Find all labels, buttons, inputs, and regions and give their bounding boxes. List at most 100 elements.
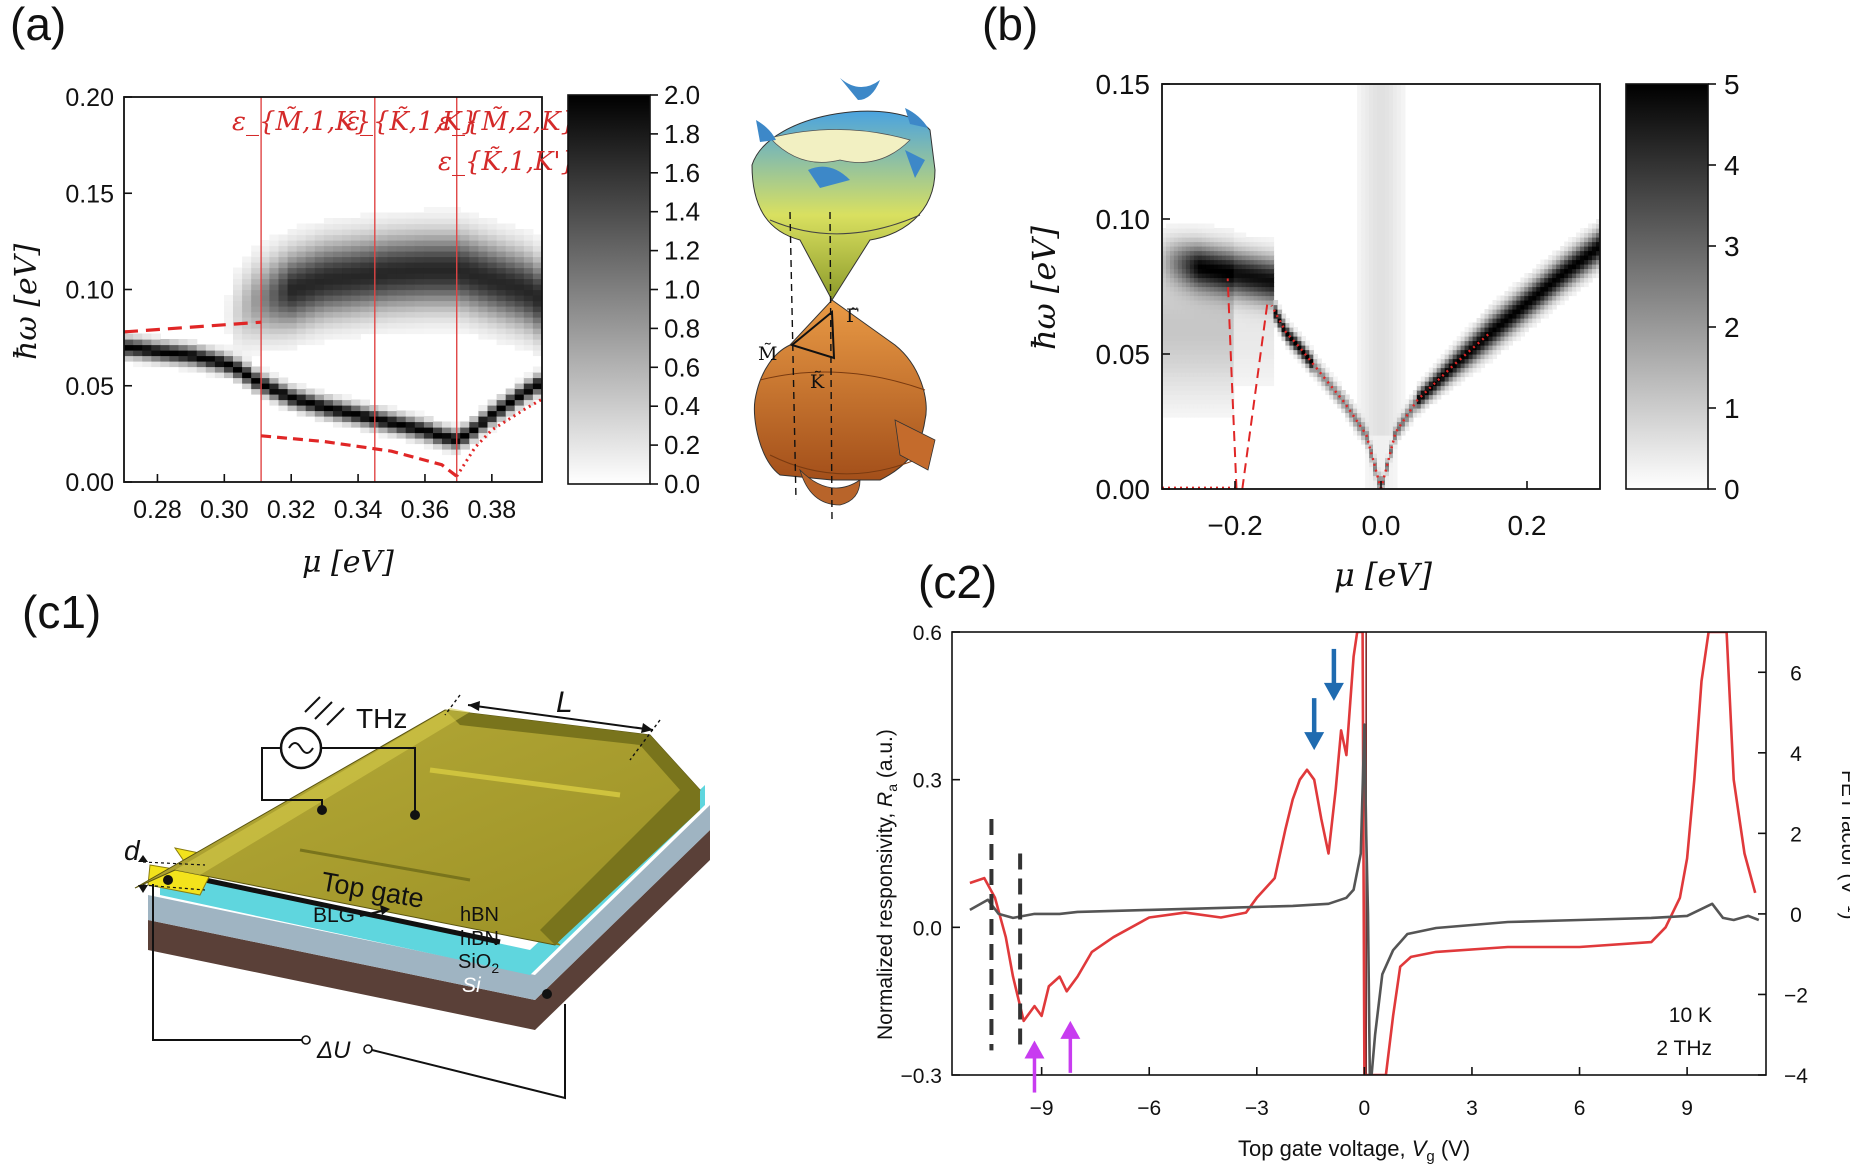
chart-a-ytick-label: 0.05 bbox=[65, 373, 114, 401]
chart-b-xtick-label: −0.2 bbox=[1207, 510, 1262, 541]
blg-layer bbox=[204, 877, 501, 945]
chart-c2-ytick-label: 0.6 bbox=[913, 622, 942, 645]
brillouin-triangle bbox=[789, 309, 836, 360]
chart-c2-blue-arrowhead bbox=[1304, 732, 1325, 751]
chart-a-xlabel: μ [eV] bbox=[302, 545, 394, 580]
chart-c2-y2tick-label: −4 bbox=[1784, 1065, 1808, 1088]
chart-b-xtick-label: 0.0 bbox=[1362, 510, 1401, 541]
chart-c2-xtick-label: 9 bbox=[1681, 1097, 1693, 1120]
chart-b-colorbar-ticks: 5 4 3 2 1 0 bbox=[1708, 69, 1740, 505]
chart-b-colorbar-tick-label: 0 bbox=[1724, 474, 1740, 505]
hbn-top-label: hBN bbox=[460, 904, 499, 926]
chart-a-vline-label-4: ε_{K̃,1,K'} bbox=[438, 146, 577, 177]
chart-c2-series-responsivity bbox=[969, 632, 1757, 1075]
blg-label: BLG bbox=[313, 904, 355, 927]
chart-b-colorbar-tick-label: 2 bbox=[1724, 312, 1740, 343]
chart-b-dotted-left bbox=[1270, 304, 1383, 489]
chart-c2-xtick-label: 3 bbox=[1466, 1097, 1478, 1120]
delta-u-label: ΔU bbox=[316, 1037, 351, 1064]
chart-b-xtick-label: 0.2 bbox=[1508, 510, 1547, 541]
chart-a-colorbar-tick-label: 1.4 bbox=[664, 197, 700, 227]
k-label: K̃ bbox=[810, 371, 825, 393]
chart-c2-annotations bbox=[989, 648, 1344, 1093]
gamma-label: Γ̃ bbox=[846, 305, 859, 327]
chart-c2-magenta-arrowhead bbox=[1024, 1040, 1045, 1059]
chart-b-dashed-2 bbox=[1241, 299, 1269, 489]
lower-band-surface bbox=[753, 299, 936, 506]
chart-c2-ylabel: Normalized responsivity, Ra (a.u.) bbox=[874, 729, 900, 1040]
chart-b-colorbar bbox=[1625, 83, 1709, 490]
chart-c2-plot bbox=[969, 632, 1760, 1075]
chart-a-colorbar-tick-label: 0.2 bbox=[664, 430, 700, 460]
chart-b-ytick-label: 0.05 bbox=[1096, 339, 1151, 370]
chart-c2-y2tick-label: −2 bbox=[1784, 984, 1808, 1007]
chart-a-xtick-label: 0.32 bbox=[267, 496, 316, 524]
chart-b-ytick-label: 0.10 bbox=[1096, 204, 1151, 235]
chart-c2-ytick-label: −0.3 bbox=[901, 1065, 942, 1088]
length-arrow bbox=[467, 704, 654, 731]
chart-c2-series-fet bbox=[969, 723, 1760, 1075]
chart-c2-xtick-label: 0 bbox=[1359, 1097, 1371, 1120]
chart-c2-ytick-label: 0.0 bbox=[913, 917, 942, 940]
chart-c2-frame bbox=[951, 631, 1767, 1076]
band-structure-diagram: Γ̃ M̃ K̃ bbox=[751, 78, 936, 521]
panel-label-c2: (c2) bbox=[918, 556, 997, 608]
chart-c2-magenta-arrowhead bbox=[1060, 1020, 1081, 1039]
chart-a-xtick-label: 0.30 bbox=[200, 496, 249, 524]
chart-b-dotted-right bbox=[1379, 331, 1492, 489]
chart-a-dashed-left bbox=[124, 320, 262, 334]
chart-a-dashed-right bbox=[260, 434, 458, 478]
si-label: Si bbox=[462, 974, 482, 997]
chart-c2-xlabel: Top gate voltage, Vg (V) bbox=[1238, 1136, 1470, 1165]
chart-b-ylabel: ħω [eV] bbox=[1025, 226, 1063, 350]
chart-a-xtick-label: 0.28 bbox=[133, 496, 182, 524]
chart-c2: −9 −6 −3 0 3 6 9 −0.3 0.0 0.3 0.6 −4 −2 0 2 4 6 10 K 2 T… bbox=[874, 622, 1850, 1165]
chart-b-axes: −0.2 0.0 0.2 0.00 0.05 0.10 0.15 bbox=[1096, 69, 1547, 541]
chart-a-vline-label-1: ε_{M̃,1,K} bbox=[232, 106, 371, 137]
chart-a-colorbar-tick-label: 0.8 bbox=[664, 313, 700, 343]
chart-a-xtick-label: 0.38 bbox=[468, 496, 517, 524]
chart-b-dashed-1 bbox=[1226, 278, 1238, 489]
chart-c2-annotation-temp: 10 K bbox=[1669, 1004, 1712, 1027]
chart-a-ytick-label: 0.15 bbox=[65, 180, 114, 208]
chart-a-ytick-label: 0.00 bbox=[65, 469, 114, 497]
chart-a-xtick-label: 0.34 bbox=[334, 496, 383, 524]
chart-a-ytick-label: 0.10 bbox=[65, 277, 114, 305]
chart-b: −0.2 0.0 0.2 0.00 0.05 0.10 0.15 μ [eV] ħω [eV… bbox=[1025, 69, 1740, 594]
chart-c2-y2tick-label: 6 bbox=[1790, 662, 1802, 685]
chart-a-colorbar-ticks: 2.0 1.8 1.6 1.4 1.2 1.0 0.8 0.6 0.4 0.2 0.0 bbox=[650, 80, 700, 499]
thz-ray-1 bbox=[304, 696, 321, 713]
thz-ray-3 bbox=[326, 707, 345, 726]
si-substrate bbox=[148, 830, 710, 1030]
chart-c2-annotation-freq: 2 THz bbox=[1656, 1037, 1712, 1060]
chart-c2-y2tick-label: 2 bbox=[1790, 823, 1802, 846]
chart-b-overlay bbox=[1162, 278, 1492, 489]
chart-c2-y2tick-label: 0 bbox=[1790, 904, 1802, 927]
chart-b-colorbar-tick-label: 5 bbox=[1724, 69, 1740, 100]
chart-a-colorbar-tick-label: 1.8 bbox=[664, 119, 700, 149]
chart-b-colorbar-tick-label: 3 bbox=[1724, 231, 1740, 262]
chart-c2-axes: −9 −6 −3 0 3 6 9 −0.3 0.0 0.3 0.6 −4 −2 0 2 4 6 bbox=[901, 622, 1809, 1120]
sio2-label: SiO2 bbox=[458, 951, 499, 976]
chart-a-colorbar-tick-label: 0.0 bbox=[664, 469, 700, 499]
chart-b-ytick-label: 0.00 bbox=[1096, 474, 1151, 505]
m-label: M̃ bbox=[758, 343, 777, 365]
chart-a-ytick-label: 0.20 bbox=[65, 84, 114, 112]
chart-c2-y2tick-label: 4 bbox=[1790, 743, 1802, 766]
chart-a-xtick-label: 0.36 bbox=[401, 496, 450, 524]
chart-a-colorbar-tick-label: 1.0 bbox=[664, 275, 700, 305]
panel-label-c1: (c1) bbox=[22, 586, 101, 638]
panel-label-b: (b) bbox=[982, 0, 1038, 50]
top-gate-side bbox=[445, 710, 700, 945]
chart-a-vline-label-3: ε_{M̃,2,K} bbox=[438, 106, 577, 137]
chart-c2-xtick-label: −9 bbox=[1030, 1097, 1054, 1120]
chart-a: 0.28 0.30 0.32 0.34 0.36 0.38 0.00 0.05 0.10 0.15… bbox=[9, 80, 700, 580]
chart-b-colorbar-tick-label: 1 bbox=[1724, 393, 1740, 424]
chart-a-axes: 0.28 0.30 0.32 0.34 0.36 0.38 0.00 0.05 0.10 0.15… bbox=[65, 84, 516, 524]
chart-c2-blue-arrowhead bbox=[1323, 682, 1344, 701]
chart-b-xlabel: μ [eV] bbox=[1334, 556, 1433, 594]
chart-a-colorbar bbox=[567, 94, 651, 485]
band-dashed-line-1 bbox=[789, 211, 797, 501]
thz-label: THz bbox=[356, 703, 407, 734]
